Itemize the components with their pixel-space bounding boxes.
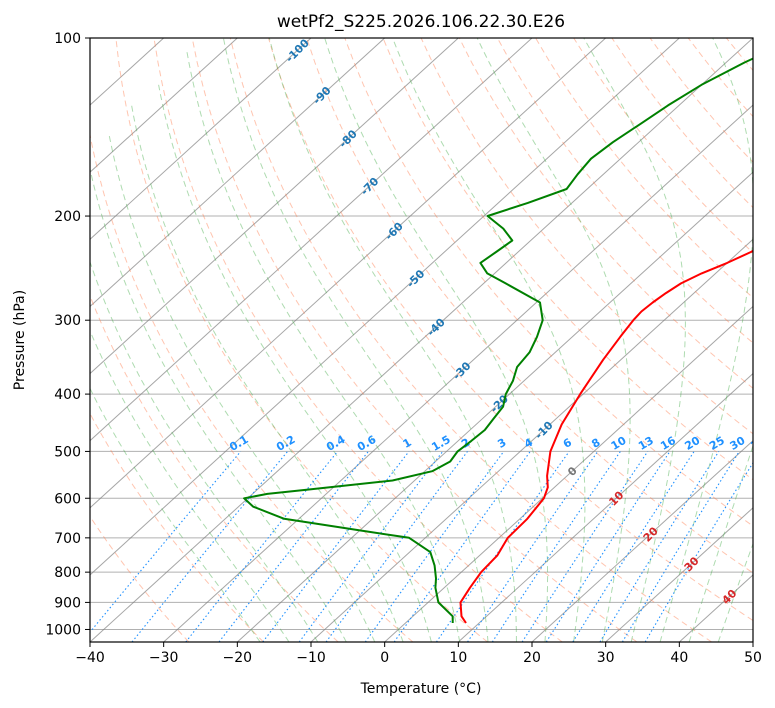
mixing-ratio-line — [364, 451, 505, 642]
mixing-ratio-line — [545, 451, 671, 642]
plot-frame — [89, 37, 754, 643]
moist-adiabat-line — [688, 444, 753, 642]
mixing-ratio-line — [325, 451, 468, 642]
y-axis-ticks: 100 200 300 400 500 600 700 800 900 1000 — [45, 31, 90, 638]
isotherms — [90, 38, 753, 642]
isotherm-line — [90, 38, 459, 375]
mixing-ratio-line — [521, 451, 649, 642]
dry-adiabat-line — [90, 132, 414, 642]
moist-adiabat-line — [659, 38, 753, 642]
isotherm-line — [384, 305, 753, 642]
y-tick-label: 400 — [54, 387, 81, 403]
moist-adiabat-line — [186, 50, 461, 642]
dry-adiabat-line — [229, 38, 712, 642]
x-tick-label: −10 — [296, 650, 326, 666]
dry-adiabat-line — [90, 515, 190, 642]
moist-adiabat-line — [90, 166, 347, 642]
moist-adiabat-line — [158, 84, 432, 642]
moist-adiabat-line — [476, 38, 631, 642]
isotherm-line — [236, 171, 753, 642]
mixing-ratio-line — [621, 451, 740, 642]
mixing-ratio-line — [90, 451, 242, 633]
dewpoint-profile-line — [243, 57, 753, 623]
isotherm-line — [90, 38, 680, 576]
moist-adiabat-line — [268, 38, 517, 642]
x-tick-label: 40 — [670, 650, 688, 666]
isotherm-line — [531, 439, 753, 642]
mixing-ratio-line — [491, 451, 621, 642]
x-tick-label: 10 — [449, 650, 467, 666]
y-tick-label: 1000 — [45, 622, 81, 638]
y-tick-label: 300 — [54, 313, 81, 329]
x-tick-label: −30 — [149, 650, 179, 666]
isotherm-line — [90, 38, 753, 642]
x-tick-label: 20 — [523, 650, 541, 666]
mixing-ratio-line — [185, 451, 339, 642]
dry-adiabats — [90, 38, 753, 642]
chart-title: wetPf2_S225.2026.106.22.30.E26 — [277, 12, 565, 32]
x-tick-label: −40 — [75, 650, 105, 666]
mixing-ratio-line — [262, 451, 410, 642]
mixing-ratio-line — [298, 451, 444, 642]
y-tick-label: 600 — [54, 491, 81, 507]
dry-adiabat-line — [268, 38, 753, 622]
moist-adiabat-line — [324, 38, 549, 642]
isotherm-line — [90, 38, 312, 241]
mixing-ratio-line — [467, 451, 599, 642]
isotherm-line — [90, 38, 607, 509]
isotherm-line — [457, 372, 753, 642]
mixing-ratio-line — [131, 451, 289, 642]
mixing-ratio-lines — [90, 451, 753, 642]
moist-adiabat-line — [392, 38, 586, 642]
y-tick-label: 100 — [54, 31, 81, 47]
y-tick-label: 800 — [54, 565, 81, 581]
y-tick-label: 500 — [54, 444, 81, 460]
isotherm-line — [90, 38, 533, 442]
sounding-series — [243, 57, 753, 624]
isotherm-line — [605, 507, 753, 642]
dry-adiabat-line — [191, 38, 638, 642]
mixing-ratio-line — [572, 451, 695, 642]
y-tick-label: 200 — [54, 209, 81, 225]
moist-adiabat-line — [222, 38, 489, 642]
dry-adiabat-line — [90, 412, 264, 642]
mixing-ratio-label: 36 — [748, 434, 768, 453]
dry-adiabat-line — [306, 38, 753, 574]
isotherm-line — [90, 38, 386, 308]
moist-adiabat-line — [717, 542, 753, 642]
y-tick-label: 900 — [54, 595, 81, 611]
x-axis-ticks: −40 −30 −20 −10 0 10 20 30 40 50 — [75, 642, 762, 666]
isotherm-line — [310, 238, 753, 642]
mixing-ratio-line — [393, 451, 531, 642]
x-tick-label: 50 — [744, 650, 762, 666]
isotherm-line — [90, 38, 238, 173]
temperature-profile-line — [459, 249, 753, 624]
pressure-grid — [90, 38, 753, 630]
moist-adiabat-line — [90, 260, 319, 642]
y-tick-label: 700 — [54, 531, 81, 547]
moist-adiabat-line — [131, 105, 404, 642]
x-tick-label: −20 — [223, 650, 253, 666]
dry-adiabat-line — [535, 38, 753, 299]
y-axis-label: Pressure (hPa) — [12, 290, 28, 390]
dry-adiabat-line — [153, 38, 563, 642]
mixing-ratio-line — [599, 451, 720, 642]
x-axis-label: Temperature (°C) — [360, 681, 482, 697]
dry-adiabat-line — [344, 38, 753, 527]
x-tick-label: 0 — [380, 650, 389, 666]
x-tick-label: 30 — [597, 650, 615, 666]
isotherm-line — [163, 104, 753, 642]
